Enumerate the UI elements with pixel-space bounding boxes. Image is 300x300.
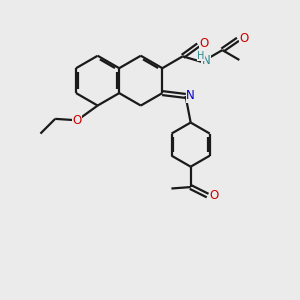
Text: O: O — [73, 114, 82, 127]
Text: N: N — [186, 89, 195, 102]
Text: H: H — [197, 51, 205, 61]
Text: O: O — [239, 32, 249, 45]
Text: O: O — [209, 189, 218, 202]
Text: N: N — [202, 54, 211, 67]
Text: O: O — [199, 37, 208, 50]
